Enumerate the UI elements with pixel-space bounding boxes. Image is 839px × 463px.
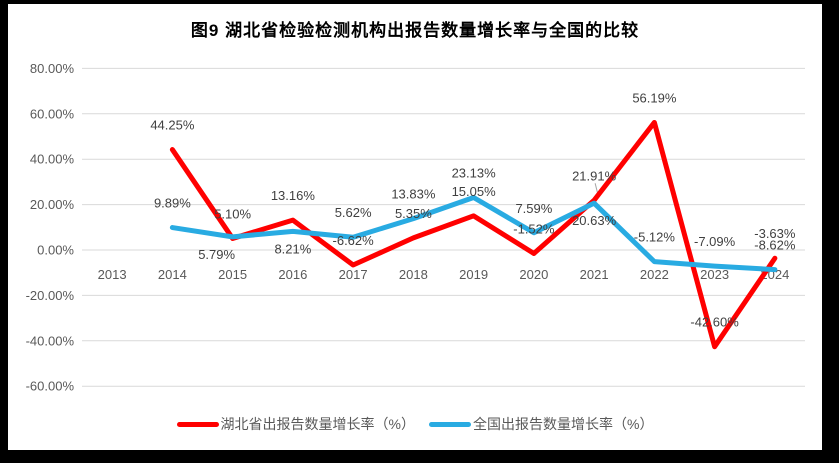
data-label-series-1: 23.13% [452, 165, 497, 180]
x-axis-tick-label: 2023 [700, 267, 729, 282]
data-label-series-1: 13.83% [391, 187, 436, 202]
x-axis-tick-label: 2022 [640, 267, 669, 282]
data-label-series-1: -7.09% [694, 234, 736, 249]
y-axis-tick-label: 40.00% [30, 152, 75, 167]
y-axis-tick-label: 80.00% [30, 61, 75, 76]
data-label-series-1: 5.62% [335, 205, 372, 220]
data-label-series-1: -8.62% [754, 238, 796, 253]
x-axis-tick-label: 2015 [218, 267, 247, 282]
x-axis-tick-label: 2019 [459, 267, 488, 282]
x-axis-tick-label: 2014 [158, 267, 187, 282]
x-axis-tick-label: 2013 [98, 267, 127, 282]
x-axis-tick-label: 2021 [580, 267, 609, 282]
data-label-series-0: 15.05% [452, 184, 497, 199]
data-label-series-0: 13.16% [271, 188, 316, 203]
x-axis-tick-label: 2017 [339, 267, 368, 282]
legend-swatch-hubei [176, 421, 219, 427]
legend-swatch-national [429, 421, 471, 427]
data-label-series-1: 5.79% [198, 247, 235, 262]
legend-item-national: 全国出报告数量增长率（%） [429, 414, 653, 434]
y-axis-tick-label: 20.00% [30, 197, 75, 212]
chart-title: 图9 湖北省检验检测机构出报告数量增长率与全国的比较 [190, 21, 640, 40]
chart-page: 图9 湖北省检验检测机构出报告数量增长率与全国的比较 80.00% 60.00% 4… [8, 4, 822, 450]
legend-label-hubei: 湖北省出报告数量增长率（%） [220, 416, 415, 432]
data-label-series-0: 44.25% [150, 118, 195, 133]
data-label-series-0: 5.10% [214, 206, 251, 221]
data-label-series-0: 56.19% [632, 90, 677, 105]
data-label-series-0: -6.62% [333, 233, 375, 248]
line-chart: 80.00% 60.00% 40.00% 20.00% 0.00% -20.00% -40.… [26, 61, 805, 394]
data-label-series-1: 7.59% [515, 201, 552, 216]
y-axis-tick-label: 0.00% [37, 243, 74, 258]
legend-item-hubei: 湖北省出报告数量增长率（%） [176, 414, 415, 434]
data-label-series-1: -5.12% [634, 230, 676, 245]
data-label-series-1: 9.89% [154, 196, 191, 211]
data-label-series-0: 5.35% [395, 206, 432, 221]
x-axis-tick-label: 2016 [278, 267, 307, 282]
data-label-series-0: -1.52% [513, 221, 555, 236]
data-label-series-1: 20.63% [572, 213, 617, 228]
data-label-series-1: 8.21% [274, 241, 311, 256]
legend-label-national: 全国出报告数量增长率（%） [473, 416, 654, 432]
legend: 湖北省出报告数量增长率（%） 全国出报告数量增长率（%） [8, 414, 822, 434]
y-axis-tick-label: -60.00% [26, 379, 75, 394]
y-axis-tick-label: -40.00% [26, 333, 75, 348]
y-axis-tick-label: -20.00% [26, 288, 75, 303]
y-axis-tick-label: 60.00% [30, 106, 75, 121]
data-label-series-0: -3.63% [754, 226, 796, 241]
series-line-0 [169, 119, 778, 350]
series-line-1 [169, 194, 778, 273]
data-label-series-0: 21.91% [572, 168, 617, 183]
data-label-series-0: -42.60% [690, 315, 739, 330]
x-axis-tick-label: 2020 [519, 267, 548, 282]
x-axis-tick-label: 2018 [399, 267, 428, 282]
